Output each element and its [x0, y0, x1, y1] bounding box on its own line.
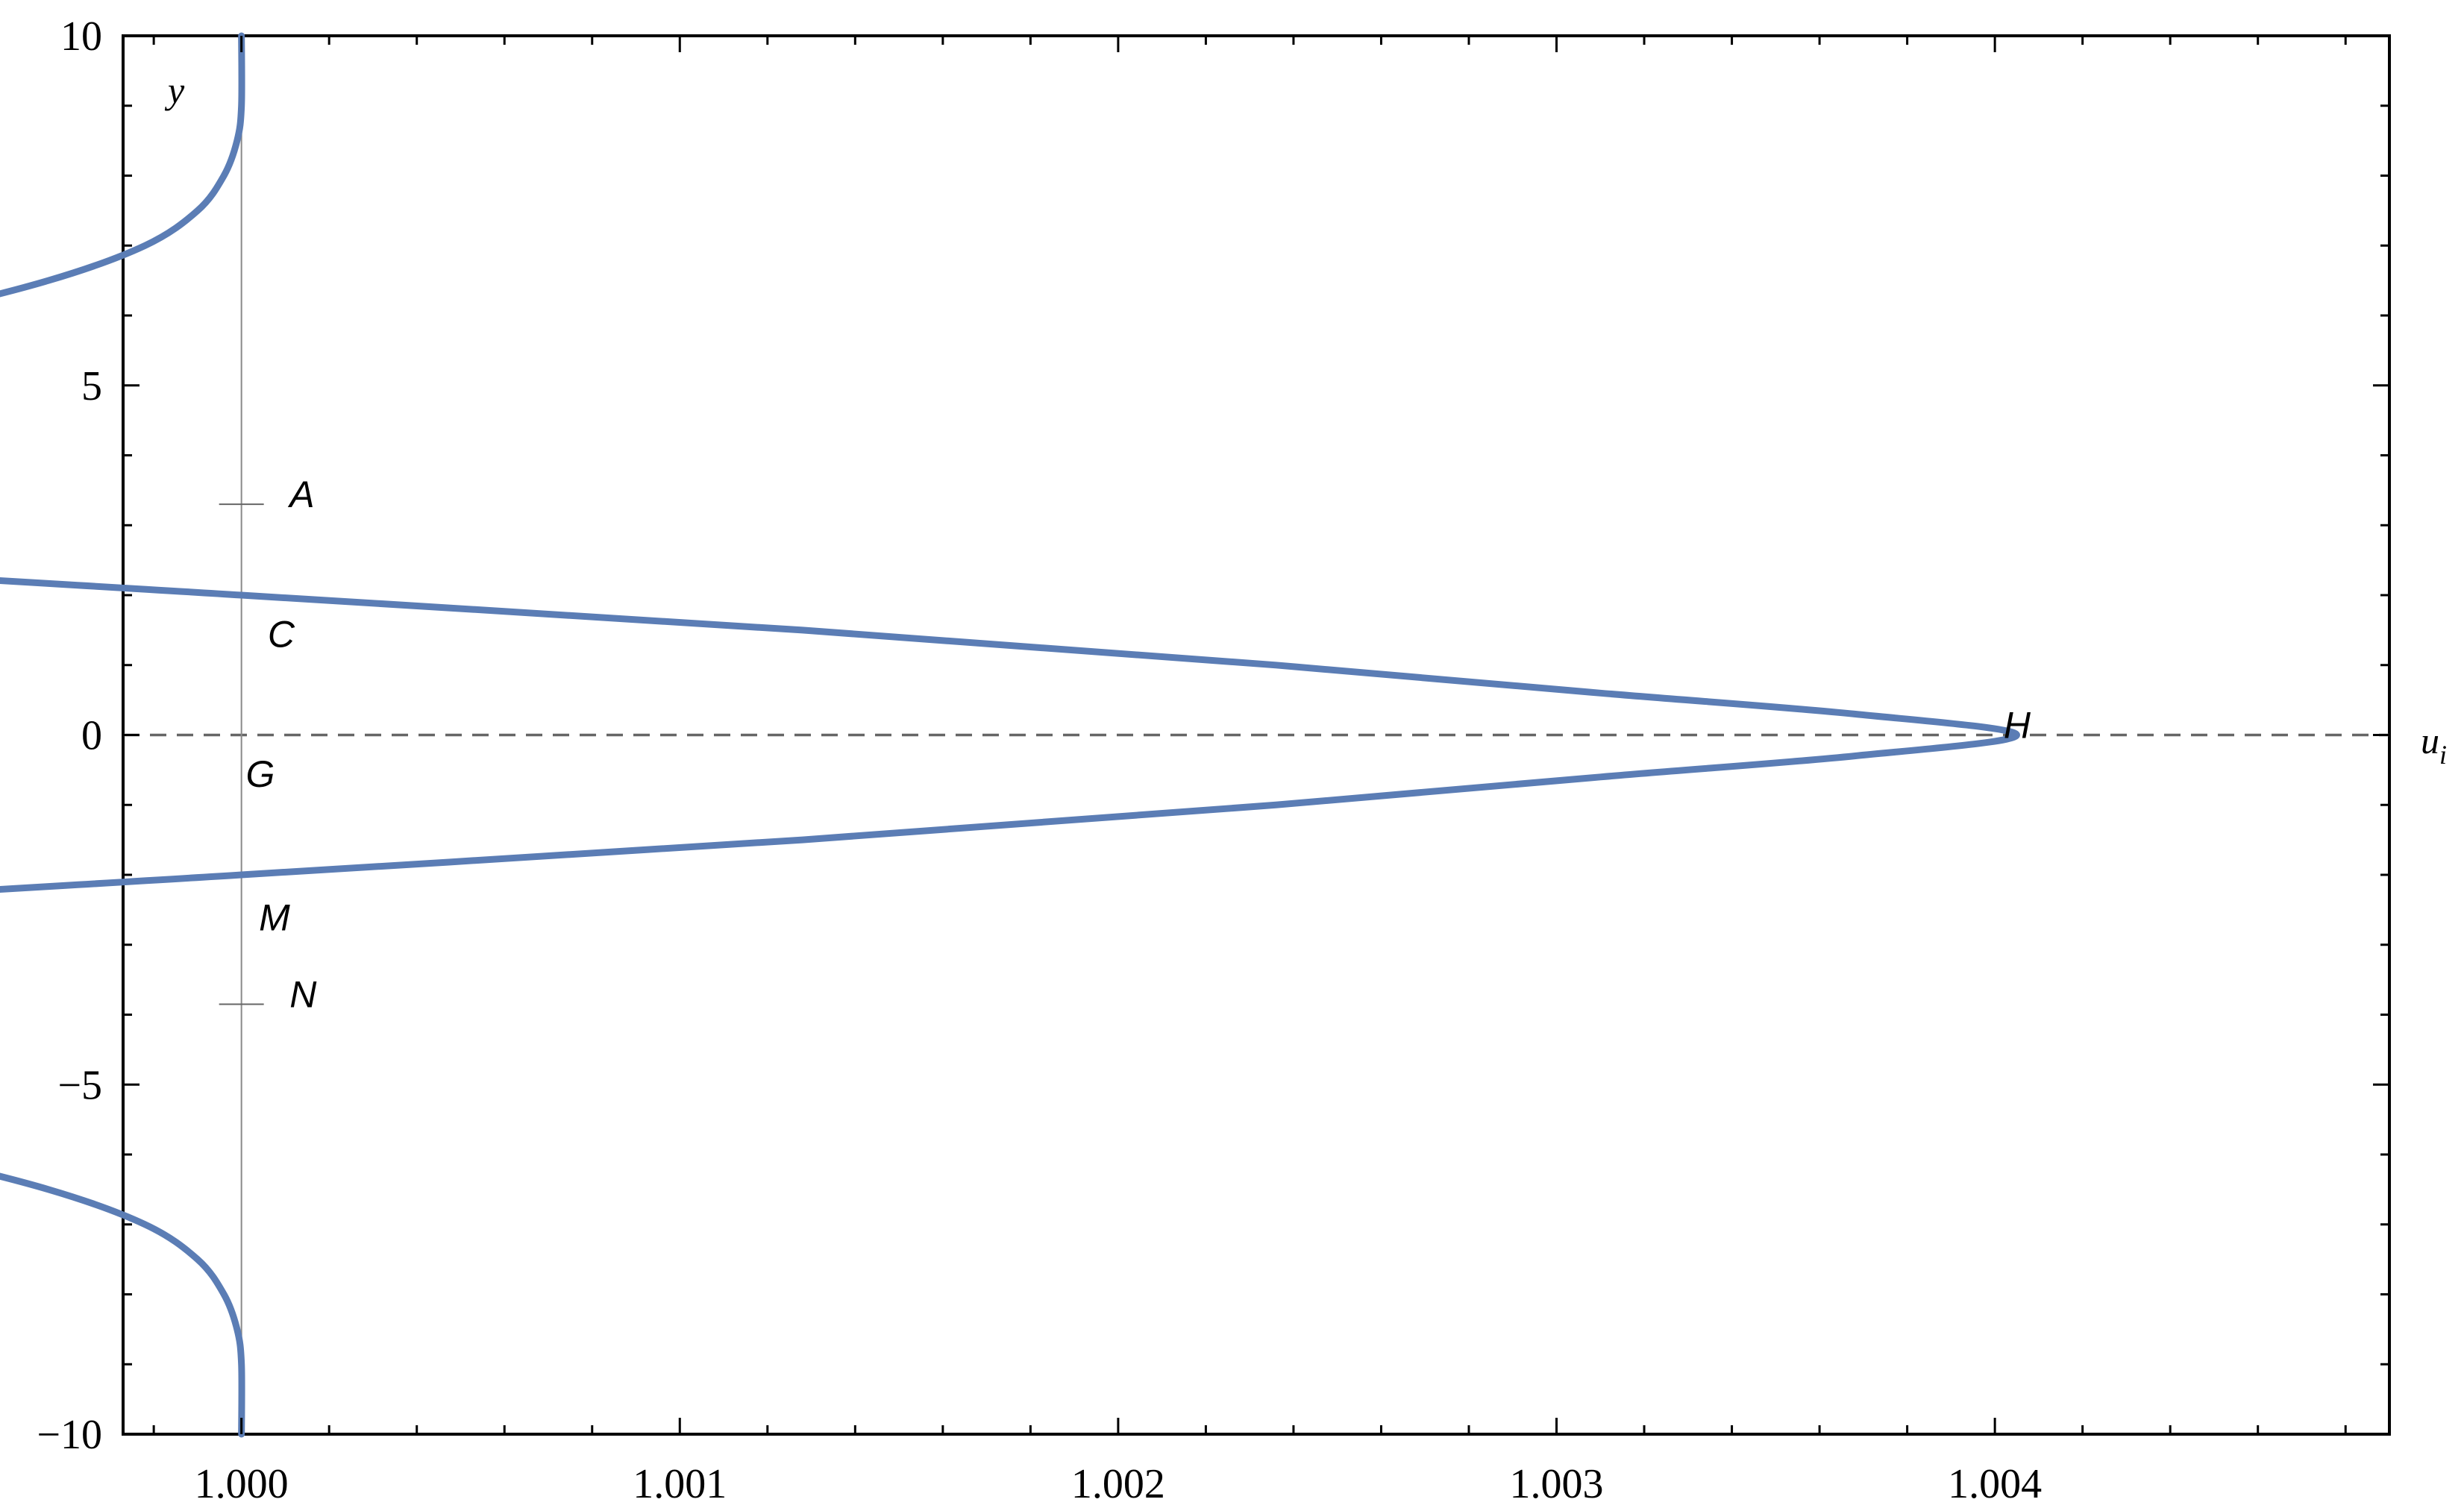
x-tick-label: 1.001 [633, 1461, 727, 1507]
x-axis-label-subscript: i [2439, 740, 2447, 770]
annotations-layer: DACHGMNP [219, 474, 2031, 1015]
series-curve [0, 32, 2020, 1438]
x-tick-label: 1.002 [1071, 1461, 1165, 1507]
x-tick-label: 1.000 [195, 1461, 289, 1507]
reference-lines-layer [123, 36, 2389, 1434]
point-label-h: H [2004, 704, 2031, 746]
x-axis-label: ui [2421, 720, 2447, 770]
x-tick-label: 1.003 [1510, 1461, 1604, 1507]
x-axis-label-main: u [2421, 720, 2439, 761]
point-label-g: G [246, 753, 275, 795]
y-tick-label: 0 [81, 713, 102, 759]
series-layer [0, 32, 2020, 1438]
y-tick-label: 5 [81, 363, 102, 409]
point-label-a: A [287, 474, 314, 515]
point-label-c: C [268, 614, 295, 656]
ticks-layer: 0.9980.9991.0001.0011.0021.0031.004−10−5… [37, 13, 2389, 1507]
y-tick-label: −10 [37, 1412, 102, 1458]
y-tick-label: −5 [57, 1062, 102, 1108]
y-axis-label: y [164, 69, 185, 111]
x-tick-label: 1.004 [1948, 1461, 2042, 1507]
y-tick-label: 10 [60, 13, 102, 60]
point-label-n: N [289, 973, 317, 1015]
point-label-m: M [259, 896, 290, 938]
